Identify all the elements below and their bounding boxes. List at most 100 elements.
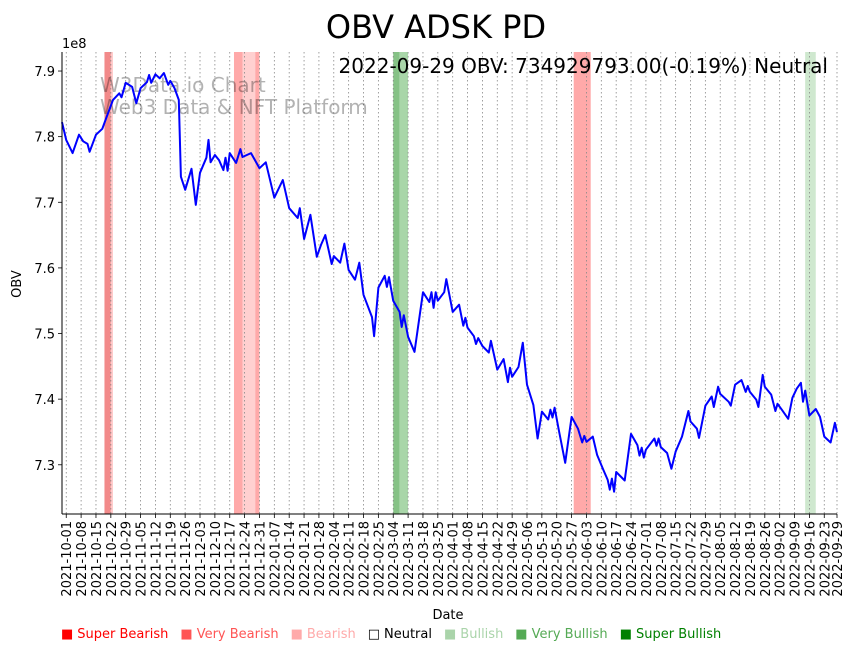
band-very-bearish	[233, 52, 243, 514]
x-tick-label: 2021-11-12	[149, 521, 164, 597]
x-tick-label: 2022-06-17	[610, 521, 625, 597]
legend: ■ Super Bearish ■ Very Bearish ■ Bearish □ Neut…	[61, 627, 721, 642]
x-tick-label: 2022-06-03	[580, 521, 595, 597]
y-tick-label: 7.3	[34, 459, 55, 474]
y-multiplier: 1e8	[62, 37, 87, 52]
x-tick-label: 2022-05-13	[536, 521, 551, 597]
x-tick-label: 2021-11-26	[179, 521, 194, 597]
obv-series-line	[61, 72, 838, 493]
x-tick-label: 2022-04-29	[506, 521, 521, 597]
legend-item-bearish: ■ Bearish	[291, 627, 356, 642]
x-tick-label: 2022-08-12	[729, 521, 744, 597]
x-tick-label: 2022-08-26	[759, 521, 774, 597]
x-tick-label: 2022-01-07	[268, 521, 283, 597]
x-tick-label: 2021-10-01	[60, 521, 75, 597]
y-ticks: 7.3 7.4 7.5 7.6 7.7 7.8 7.9	[34, 65, 62, 474]
band-bullish	[399, 52, 409, 514]
x-axis-label: Date	[432, 608, 463, 623]
x-tick-label: 2022-03-04	[387, 521, 402, 597]
legend-label: Neutral	[384, 627, 432, 642]
x-tick-label: 2021-12-31	[253, 521, 268, 597]
legend-label: Super Bearish	[77, 627, 168, 642]
x-tick-label: 2022-01-28	[313, 521, 328, 597]
band-bearish	[242, 52, 256, 514]
legend-marker-icon: ■	[515, 627, 527, 642]
band-very-bearish	[104, 52, 111, 514]
y-tick-label: 7.5	[34, 328, 55, 343]
x-tick-label: 2022-06-24	[625, 521, 640, 597]
x-tick-label: 2021-12-10	[209, 521, 224, 597]
x-tick-label: 2022-01-14	[283, 521, 298, 597]
legend-label: Very Bullish	[532, 627, 608, 642]
x-tick-label: 2022-09-09	[789, 521, 804, 597]
legend-label: Super Bullish	[636, 627, 721, 642]
legend-label: Bullish	[460, 627, 503, 642]
x-tick-label: 2022-09-29	[831, 521, 846, 597]
watermark: W3Data.io Chart Web3 Data & NFT Platform	[100, 73, 368, 119]
x-tick-label: 2022-08-05	[714, 521, 729, 597]
x-tick-label: 2022-06-10	[595, 521, 610, 597]
x-tick-label: 2022-09-23	[818, 521, 833, 597]
x-tick-label: 2022-04-01	[447, 521, 462, 597]
x-tick-label: 2022-04-08	[462, 521, 477, 597]
x-tick-label: 2022-07-15	[670, 521, 685, 597]
x-tick-label: 2022-01-21	[298, 521, 313, 597]
x-tick-label: 2022-09-02	[774, 521, 789, 597]
legend-item-super-bearish: ■ Super Bearish	[61, 627, 168, 642]
x-ticks: 2021-10-01 2021-10-08 2021-10-15 2021-10-22…	[60, 514, 846, 597]
x-tick-label: 2022-02-18	[358, 521, 373, 597]
x-tick-label: 2022-02-04	[328, 521, 343, 597]
x-tick-label: 2022-07-22	[684, 521, 699, 597]
x-tick-label: 2021-12-17	[224, 521, 239, 597]
legend-marker-icon: ■	[620, 627, 632, 642]
band-very-bullish	[393, 52, 400, 514]
x-tick-label: 2022-05-06	[521, 521, 536, 597]
x-tick-label: 2021-10-15	[90, 521, 105, 597]
x-tick-label: 2022-03-18	[417, 521, 432, 597]
y-tick-label: 7.9	[34, 65, 55, 80]
legend-marker-icon: ■	[444, 627, 456, 642]
x-tick-label: 2021-10-29	[120, 521, 135, 597]
x-tick-label: 2021-11-19	[164, 521, 179, 597]
legend-item-super-bullish: ■ Super Bullish	[620, 627, 722, 642]
x-tick-label: 2021-10-22	[105, 521, 120, 597]
legend-item-neutral: □ Neutral	[368, 627, 432, 642]
x-tick-label: 2022-04-15	[476, 521, 491, 597]
x-tick-label: 2021-12-24	[239, 521, 254, 597]
chart-annotation: 2022-09-29 OBV: 734929793.00(-0.19%) Neu…	[339, 54, 828, 78]
axes	[61, 52, 837, 515]
y-axis-label: OBV	[10, 270, 25, 298]
x-tick-label: 2022-05-20	[551, 521, 566, 597]
y-tick-label: 7.6	[34, 262, 55, 277]
signal-bands	[104, 52, 816, 514]
x-tick-label: 2021-12-03	[194, 521, 209, 597]
x-tick-label: 2022-09-16	[803, 521, 818, 597]
chart-title: OBV ADSK PD	[326, 8, 546, 46]
x-tick-label: 2022-07-08	[655, 521, 670, 597]
band-very-bearish	[255, 52, 260, 514]
band-bullish	[805, 52, 816, 514]
legend-item-very-bearish: ■ Very Bearish	[180, 627, 278, 642]
legend-marker-icon: ■	[61, 627, 73, 642]
legend-item-very-bullish: ■ Very Bullish	[515, 627, 607, 642]
x-tick-label: 2022-04-22	[491, 521, 506, 597]
x-tick-label: 2021-10-08	[75, 521, 90, 597]
x-tick-label: 2022-02-11	[343, 521, 358, 597]
y-tick-label: 7.7	[34, 196, 55, 211]
x-tick-label: 2022-07-29	[699, 521, 714, 597]
legend-label: Very Bearish	[197, 627, 279, 642]
legend-marker-icon: ■	[291, 627, 303, 642]
x-tick-label: 2022-07-01	[640, 521, 655, 597]
x-tick-label: 2022-05-27	[566, 521, 581, 597]
legend-item-bullish: ■ Bullish	[444, 627, 503, 642]
watermark-line-2: Web3 Data & NFT Platform	[100, 95, 368, 119]
y-tick-label: 7.8	[34, 131, 55, 146]
legend-label: Bearish	[307, 627, 356, 642]
x-tick-label: 2022-03-11	[402, 521, 417, 597]
legend-marker-icon: ■	[180, 627, 192, 642]
band-very-bearish	[573, 52, 591, 514]
legend-marker-icon: □	[368, 627, 380, 642]
x-tick-label: 2021-11-05	[135, 521, 150, 597]
